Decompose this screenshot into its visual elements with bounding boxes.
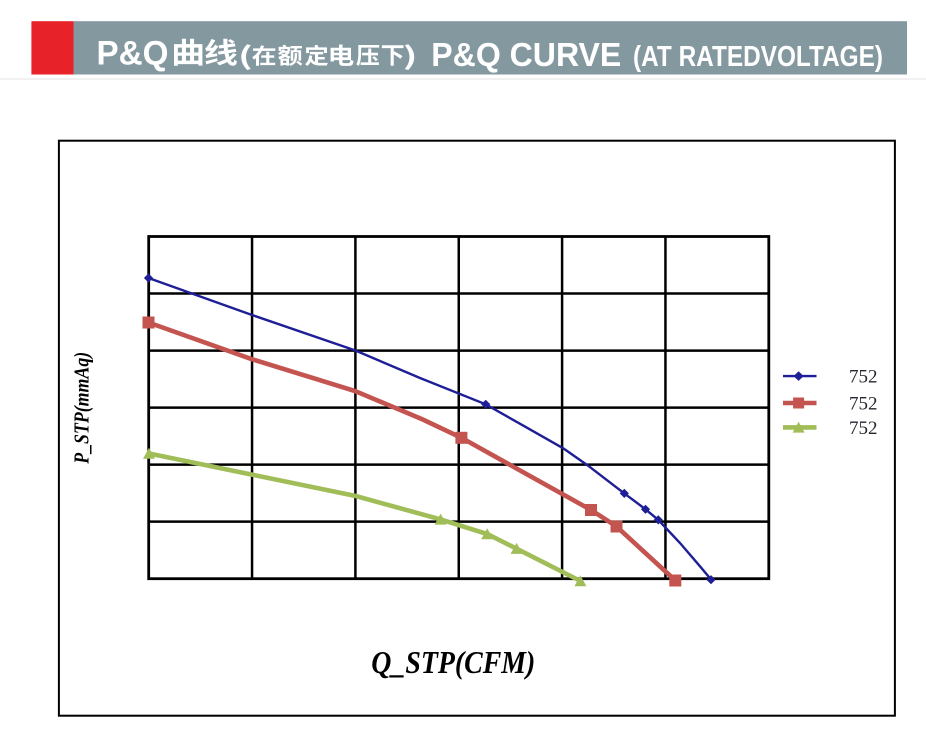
svg-text:P_STP(mmAq): P_STP(mmAq) xyxy=(70,352,94,465)
svg-text:Q_STP(CFM): Q_STP(CFM) xyxy=(371,644,535,680)
svg-text:752: 752 xyxy=(849,367,878,388)
svg-text:P&Q CURVE: P&Q CURVE xyxy=(431,36,621,73)
svg-text:752: 752 xyxy=(849,418,878,439)
svg-text:752: 752 xyxy=(849,394,878,415)
svg-text:P&Q: P&Q xyxy=(97,35,169,73)
svg-text:(AT RATEDVOLTAGE): (AT RATEDVOLTAGE) xyxy=(633,41,883,73)
